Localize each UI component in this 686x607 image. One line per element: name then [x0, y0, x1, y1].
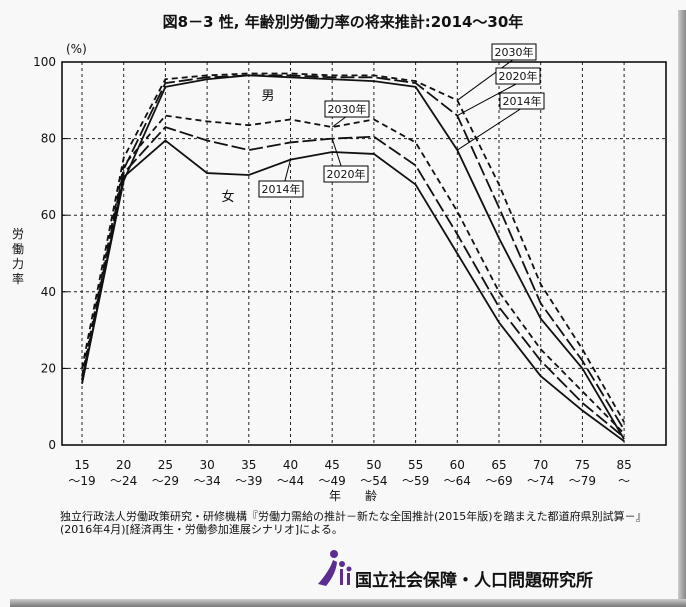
frame-shadow — [678, 10, 686, 607]
x-tick-label: 55 — [408, 458, 423, 472]
callout-label: 2030年 — [328, 102, 367, 116]
callout-label: 2020年 — [327, 167, 366, 181]
x-tick-label: ～34 — [193, 474, 220, 488]
callout-leader — [457, 58, 515, 101]
x-tick-label: ～ — [618, 474, 630, 488]
x-tick-label: 85 — [616, 458, 631, 472]
y-axis-label: 率 — [12, 271, 24, 286]
y-tick-label: 40 — [41, 285, 56, 299]
series-line-male-2020 — [81, 74, 625, 431]
x-tick-label: ～24 — [110, 474, 137, 488]
callout-label: 2030年 — [495, 45, 534, 59]
organization-name: 国立社会保障・人口問題研究所 — [355, 571, 593, 591]
callout-leader — [331, 115, 348, 128]
x-tick-label: 15 — [74, 458, 89, 472]
y-tick-label: 0 — [48, 438, 56, 452]
callout-leader — [457, 107, 523, 151]
x-tick-label: ～19 — [68, 474, 95, 488]
callout-label: 2014年 — [503, 94, 542, 108]
callout-box — [491, 43, 537, 61]
y-tick-label: 80 — [41, 132, 56, 146]
series-line-female-2020 — [81, 126, 625, 439]
y-tick-label: 100 — [33, 55, 56, 69]
callout-label: 2020年 — [499, 69, 538, 83]
callout-box — [324, 100, 370, 118]
x-tick-label: 35 — [241, 458, 256, 472]
callout-box — [499, 92, 545, 110]
plot-frame — [61, 61, 667, 446]
x-tick-label: 50 — [366, 458, 381, 472]
frame-shadow — [10, 599, 686, 607]
x-tick-label: ～49 — [319, 474, 346, 488]
y-tick-label: 60 — [41, 208, 56, 222]
x-tick-label: ～79 — [569, 474, 596, 488]
series-line-female-2014 — [81, 139, 625, 442]
callout-label: 2014年 — [262, 182, 301, 196]
callout-box — [258, 180, 304, 198]
series-line-male-2014 — [81, 74, 625, 440]
x-tick-label: ～64 — [444, 474, 471, 488]
x-tick-label: 40 — [283, 458, 298, 472]
x-tick-label: 75 — [575, 458, 590, 472]
x-tick-label: ～69 — [485, 474, 512, 488]
x-tick-label: 45 — [325, 458, 340, 472]
series-line-male-2030 — [81, 72, 625, 423]
callout-box — [495, 67, 541, 85]
x-axis-label: 年 齢 — [329, 488, 377, 503]
callout-box — [323, 165, 369, 183]
x-tick-label: 70 — [533, 458, 548, 472]
x-tick-label: ～44 — [277, 474, 304, 488]
y-unit: (%) — [66, 42, 87, 56]
x-tick-label: 30 — [199, 458, 214, 472]
y-axis-label: 働 — [12, 242, 24, 256]
group-label-male: 男 — [261, 89, 274, 104]
x-tick-label: ～59 — [402, 474, 429, 488]
x-tick-label: ～54 — [360, 474, 387, 488]
source-note: 独立行政法人労働政策研究・研修機構『労働力需給の推計－新たな全国推計(2015年… — [60, 510, 647, 536]
x-tick-label: 60 — [450, 458, 465, 472]
y-tick-label: 20 — [41, 361, 56, 375]
callout-leader — [457, 82, 519, 117]
series-line-female-2030 — [81, 114, 625, 435]
x-tick-label: ～29 — [152, 474, 179, 488]
x-tick-label: ～39 — [235, 474, 262, 488]
chart-title: 図8－3 性, 年齢別労働力率の将来推計:2014～30年 — [162, 13, 524, 31]
x-tick-label: 65 — [491, 458, 506, 472]
x-tick-label: 25 — [158, 458, 173, 472]
group-label-female: 女 — [221, 189, 234, 205]
y-axis-label: 力 — [12, 257, 24, 271]
x-tick-label: 20 — [116, 458, 131, 472]
x-tick-label: ～74 — [527, 474, 554, 488]
y-axis-label: 労 — [12, 227, 24, 241]
